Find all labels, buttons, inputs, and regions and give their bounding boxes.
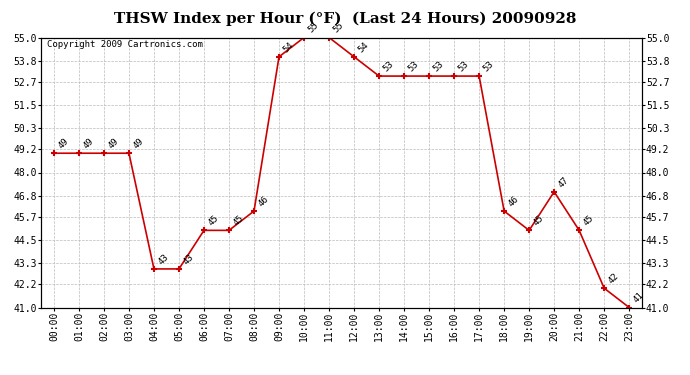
Text: 47: 47 (557, 175, 571, 189)
Text: 49: 49 (81, 136, 96, 150)
Text: 45: 45 (532, 214, 546, 228)
Text: 55: 55 (307, 21, 321, 35)
Text: 49: 49 (132, 136, 146, 150)
Text: 53: 53 (432, 59, 446, 73)
Text: Copyright 2009 Cartronics.com: Copyright 2009 Cartronics.com (48, 40, 204, 49)
Text: 53: 53 (457, 59, 471, 73)
Text: 53: 53 (407, 59, 421, 73)
Text: 55: 55 (332, 21, 346, 35)
Text: 54: 54 (282, 40, 296, 54)
Text: 43: 43 (157, 252, 170, 266)
Text: 46: 46 (507, 194, 521, 208)
Text: 49: 49 (57, 136, 70, 150)
Text: 49: 49 (107, 136, 121, 150)
Text: 53: 53 (482, 59, 496, 73)
Text: 53: 53 (382, 59, 396, 73)
Text: THSW Index per Hour (°F)  (Last 24 Hours) 20090928: THSW Index per Hour (°F) (Last 24 Hours)… (114, 11, 576, 26)
Text: 54: 54 (357, 40, 371, 54)
Text: 45: 45 (232, 214, 246, 228)
Text: 41: 41 (632, 291, 646, 305)
Text: 46: 46 (257, 194, 270, 208)
Text: 43: 43 (181, 252, 196, 266)
Text: 42: 42 (607, 272, 621, 285)
Text: 45: 45 (582, 214, 596, 228)
Text: 45: 45 (207, 214, 221, 228)
